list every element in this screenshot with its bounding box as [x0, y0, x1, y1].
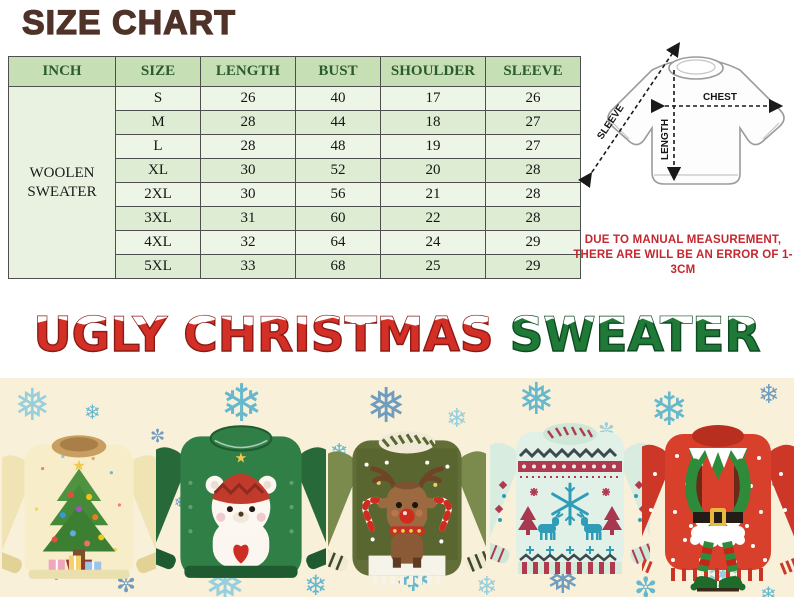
table-cell: 27	[485, 110, 581, 135]
table-cell: 22	[380, 206, 486, 231]
table-cell: 18	[380, 110, 486, 135]
table-cell: 17	[380, 86, 486, 111]
table-cell: 68	[295, 254, 381, 279]
elf-suit	[685, 448, 751, 592]
size-row-5xl: 5XL 33 68 25 29	[9, 254, 581, 279]
chest-label: CHEST	[703, 92, 737, 103]
table-cell: 29	[485, 254, 581, 279]
table-cell: 28	[485, 206, 581, 231]
table-cell: 29	[485, 230, 581, 255]
table-cell: 56	[295, 182, 381, 207]
table-cell: 40	[295, 86, 381, 111]
christmas-tree-sweater-illustration: ★	[2, 435, 156, 579]
col-header-size: SIZE	[115, 56, 201, 87]
table-cell: 25	[380, 254, 486, 279]
polar-bear-sweater-illustration: ★	[156, 425, 326, 578]
table-cell: 27	[485, 134, 581, 159]
col-header-length: LENGTH	[200, 56, 296, 87]
note-line-1: DUE TO MANUAL MEASUREMENT,	[584, 234, 782, 246]
reindeer-sweater-illustration	[328, 431, 486, 585]
table-cell: 28	[485, 182, 581, 207]
table-cell: 21	[380, 182, 486, 207]
snowflake-icon: ❄	[304, 569, 328, 597]
col-header-shoulder: SHOULDER	[380, 56, 486, 87]
snowflake-icon: ❄	[446, 404, 468, 434]
table-cell: 44	[295, 110, 381, 135]
banner-text-green: SWEATER SWEATER	[509, 307, 761, 363]
table-cell: M	[115, 110, 201, 135]
measurement-diagram: CHEST LENGTH SLEEVE	[578, 42, 785, 188]
table-cell: S	[115, 86, 201, 111]
snowflake-icon: ❄	[758, 380, 780, 410]
svg-text:★: ★	[72, 458, 86, 475]
sweater-scene: ❅❄❄✼❅❄❄❅✼❄❄✼❄❄❄❄❄✼❅❄❄❄❅✼❄❄ ★	[0, 378, 794, 597]
table-cell: 28	[485, 158, 581, 183]
snowflake-icon: ❅	[518, 378, 555, 425]
table-cell: 26	[200, 86, 296, 111]
size-chart-table: INCH SIZE LENGTH BUST SHOULDER SLEEVE WO…	[8, 56, 581, 279]
table-cell: 33	[200, 254, 296, 279]
size-row-m: M 28 44 18 27	[9, 110, 581, 135]
snowflake-icon: ❄	[84, 400, 101, 424]
svg-text:★: ★	[235, 451, 248, 467]
snowflake-icon: ❄	[760, 582, 777, 597]
table-cell: 20	[380, 158, 486, 183]
snowflake-icon: ❄	[476, 572, 498, 597]
size-row-s: WOOLEN SWEATER S 26 40 17 26	[8, 86, 581, 279]
snowflake-icon: ❄	[650, 382, 689, 436]
snowflake-icon: ❅	[14, 380, 51, 431]
polar-bear: ★	[205, 451, 277, 568]
table-cell: 64	[295, 230, 381, 255]
snowflake-motif	[551, 482, 589, 526]
measurement-note: DUE TO MANUAL MEASUREMENT, THERE ARE WIL…	[572, 233, 794, 278]
page-title: SIZE CHART	[21, 3, 236, 42]
deer-motif	[538, 511, 602, 540]
snowflake-icon: ❄	[174, 495, 186, 511]
table-cell: 32	[200, 230, 296, 255]
table-cell: 26	[485, 86, 581, 111]
product-group-cell: WOOLEN SWEATER	[8, 86, 116, 279]
table-cell: 5XL	[115, 254, 201, 279]
snowflake-icon: ✼	[634, 571, 658, 597]
table-cell: 19	[380, 134, 486, 159]
size-row-2xl: 2XL 30 56 21 28	[9, 182, 581, 207]
snowflake-icon: ❅	[366, 378, 407, 434]
table-header-row: INCH SIZE LENGTH BUST SHOULDER SLEEVE	[8, 56, 581, 87]
col-header-bust: BUST	[295, 56, 381, 87]
table-cell: 48	[295, 134, 381, 159]
table-cell: 30	[200, 158, 296, 183]
banner: UGLY CHRISTMAS UGLY CHRISTMAS SWEATER SW…	[0, 292, 794, 378]
snowflake-icon: ❄	[220, 378, 264, 434]
fair-isle-reindeer-sweater-illustration	[490, 423, 650, 574]
banner-text-red: UGLY CHRISTMAS UGLY CHRISTMAS	[33, 307, 495, 363]
elf-body-sweater-illustration	[642, 425, 794, 592]
length-label: LENGTH	[660, 119, 671, 160]
size-row-3xl: 3XL 31 60 22 28	[9, 206, 581, 231]
table-cell: 31	[200, 206, 296, 231]
col-header-sleeve: SLEEVE	[485, 56, 581, 87]
table-cell: 3XL	[115, 206, 201, 231]
tree-motif	[518, 506, 622, 535]
table-cell: L	[115, 134, 201, 159]
table-cell: 28	[200, 134, 296, 159]
reindeer	[370, 466, 444, 568]
table-cell: 60	[295, 206, 381, 231]
sleeve-arrow	[578, 42, 681, 188]
size-row-4xl: 4XL 32 64 24 29	[9, 230, 581, 255]
note-line-2: THERE ARE WILL BE AN ERROR OF 1-3CM	[573, 249, 793, 276]
table-cell: XL	[115, 158, 201, 183]
snowflake-icon: ✼	[150, 426, 166, 447]
table-cell: 28	[200, 110, 296, 135]
table-cell: 30	[200, 182, 296, 207]
table-cell: 24	[380, 230, 486, 255]
table-cell: 4XL	[115, 230, 201, 255]
table-cell: 52	[295, 158, 381, 183]
col-header-inch: INCH	[8, 56, 116, 87]
table-cell: 2XL	[115, 182, 201, 207]
